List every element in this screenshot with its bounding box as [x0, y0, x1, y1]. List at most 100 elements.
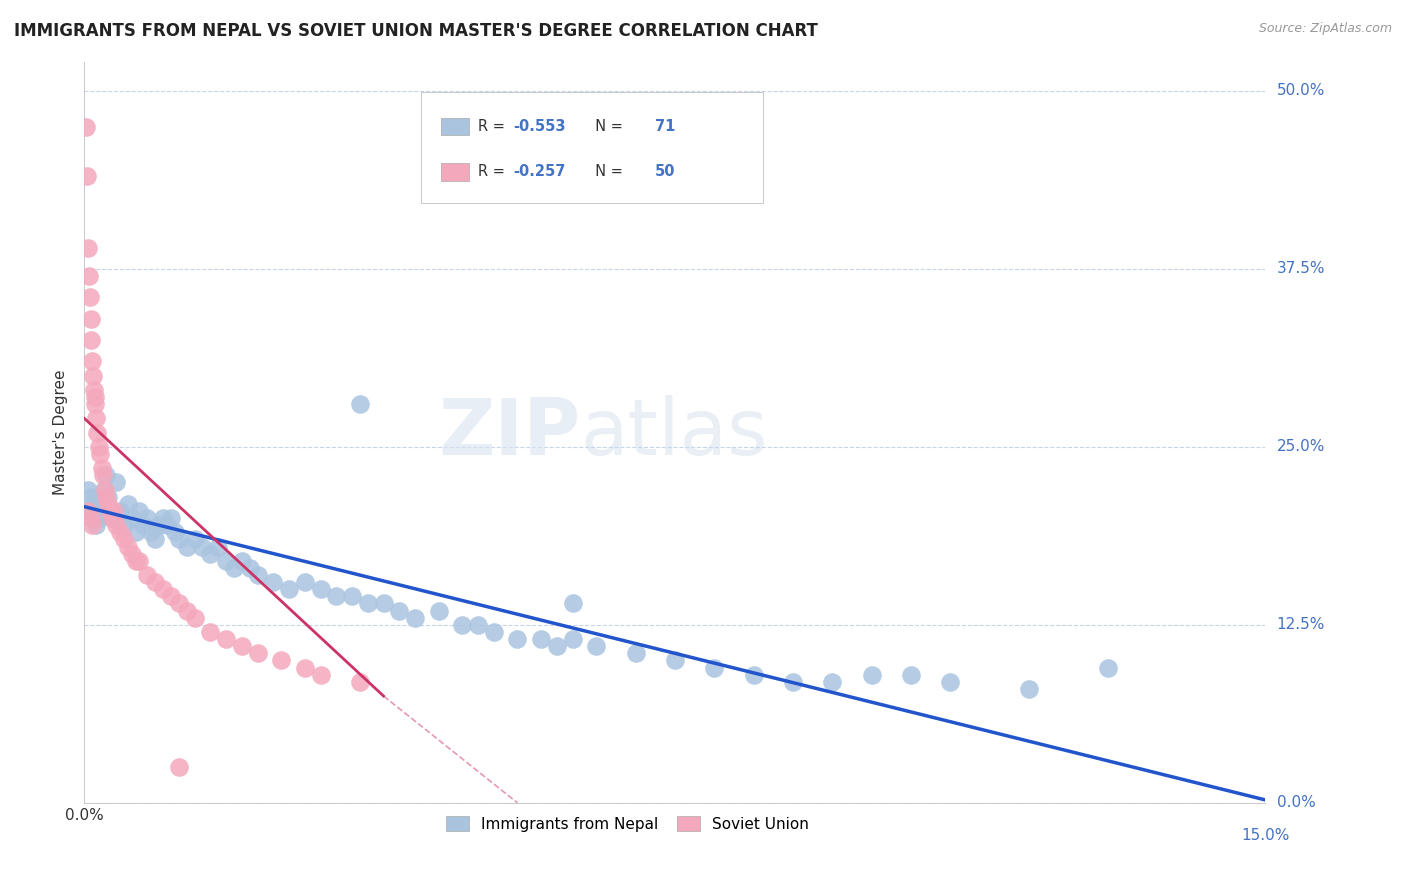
- Point: [357, 597, 380, 611]
- Point: [136, 511, 159, 525]
- Point: [143, 533, 166, 547]
- Point: [427, 604, 450, 618]
- FancyBboxPatch shape: [420, 92, 763, 203]
- Point: [176, 540, 198, 554]
- Point: [103, 504, 125, 518]
- Point: [546, 639, 568, 653]
- Point: [93, 483, 115, 497]
- Point: [167, 533, 190, 547]
- Point: [742, 667, 765, 681]
- Text: -0.257: -0.257: [513, 164, 565, 179]
- Point: [108, 504, 131, 518]
- Point: [231, 639, 253, 653]
- Point: [96, 490, 118, 504]
- Text: 50: 50: [655, 164, 675, 179]
- Point: [325, 590, 347, 604]
- Point: [87, 511, 110, 525]
- Point: [77, 268, 100, 283]
- Point: [160, 511, 183, 525]
- Point: [585, 639, 607, 653]
- Point: [246, 646, 269, 660]
- Point: [278, 582, 301, 597]
- Point: [141, 525, 163, 540]
- Text: R =: R =: [478, 164, 509, 179]
- Point: [80, 333, 103, 347]
- Point: [136, 568, 159, 582]
- Point: [506, 632, 529, 646]
- Text: IMMIGRANTS FROM NEPAL VS SOVIET UNION MASTER'S DEGREE CORRELATION CHART: IMMIGRANTS FROM NEPAL VS SOVIET UNION MA…: [14, 22, 818, 40]
- Point: [152, 582, 174, 597]
- Point: [404, 610, 426, 624]
- Point: [124, 554, 146, 568]
- Point: [83, 383, 105, 397]
- Point: [294, 660, 316, 674]
- Text: 50.0%: 50.0%: [1277, 84, 1324, 98]
- Point: [83, 390, 105, 404]
- Point: [148, 518, 170, 533]
- Point: [176, 604, 198, 618]
- Point: [124, 525, 146, 540]
- Y-axis label: Master's Degree: Master's Degree: [53, 370, 69, 495]
- Point: [84, 397, 107, 411]
- Point: [200, 547, 222, 561]
- Text: 37.5%: 37.5%: [1277, 261, 1324, 277]
- Point: [128, 554, 150, 568]
- Point: [782, 674, 804, 689]
- Point: [82, 354, 104, 368]
- Text: Source: ZipAtlas.com: Source: ZipAtlas.com: [1258, 22, 1392, 36]
- Point: [90, 461, 112, 475]
- Point: [121, 547, 143, 561]
- Point: [373, 597, 395, 611]
- Point: [90, 497, 112, 511]
- Point: [83, 497, 105, 511]
- Point: [82, 518, 104, 533]
- Point: [143, 575, 166, 590]
- Point: [89, 504, 111, 518]
- Point: [98, 504, 121, 518]
- FancyBboxPatch shape: [441, 118, 470, 136]
- Point: [96, 468, 118, 483]
- Point: [207, 540, 229, 554]
- Point: [112, 518, 135, 533]
- Point: [191, 540, 214, 554]
- Text: N =: N =: [586, 119, 628, 134]
- Point: [215, 554, 238, 568]
- Text: ZIP: ZIP: [439, 394, 581, 471]
- Point: [112, 533, 135, 547]
- Point: [215, 632, 238, 646]
- Point: [79, 290, 101, 304]
- Point: [128, 504, 150, 518]
- Point: [163, 525, 186, 540]
- Point: [84, 518, 107, 533]
- Point: [117, 540, 139, 554]
- Point: [309, 582, 332, 597]
- Point: [340, 590, 363, 604]
- Text: atlas: atlas: [581, 394, 768, 471]
- Point: [703, 660, 725, 674]
- Text: 12.5%: 12.5%: [1277, 617, 1324, 632]
- Point: [467, 617, 489, 632]
- Point: [294, 575, 316, 590]
- Legend: Immigrants from Nepal, Soviet Union: Immigrants from Nepal, Soviet Union: [439, 809, 817, 839]
- Point: [309, 667, 332, 681]
- Text: 0.0%: 0.0%: [1277, 796, 1315, 810]
- Point: [82, 504, 104, 518]
- Point: [900, 667, 922, 681]
- FancyBboxPatch shape: [441, 162, 470, 180]
- Point: [939, 674, 962, 689]
- Point: [231, 554, 253, 568]
- Point: [1097, 660, 1119, 674]
- Point: [821, 674, 844, 689]
- Text: 25.0%: 25.0%: [1277, 440, 1324, 454]
- Point: [624, 646, 647, 660]
- Point: [79, 311, 101, 326]
- Point: [97, 490, 120, 504]
- Point: [132, 518, 155, 533]
- Text: -0.553: -0.553: [513, 119, 565, 134]
- Point: [860, 667, 883, 681]
- Point: [183, 533, 205, 547]
- Point: [160, 590, 183, 604]
- Point: [246, 568, 269, 582]
- Point: [239, 561, 262, 575]
- Point: [77, 483, 100, 497]
